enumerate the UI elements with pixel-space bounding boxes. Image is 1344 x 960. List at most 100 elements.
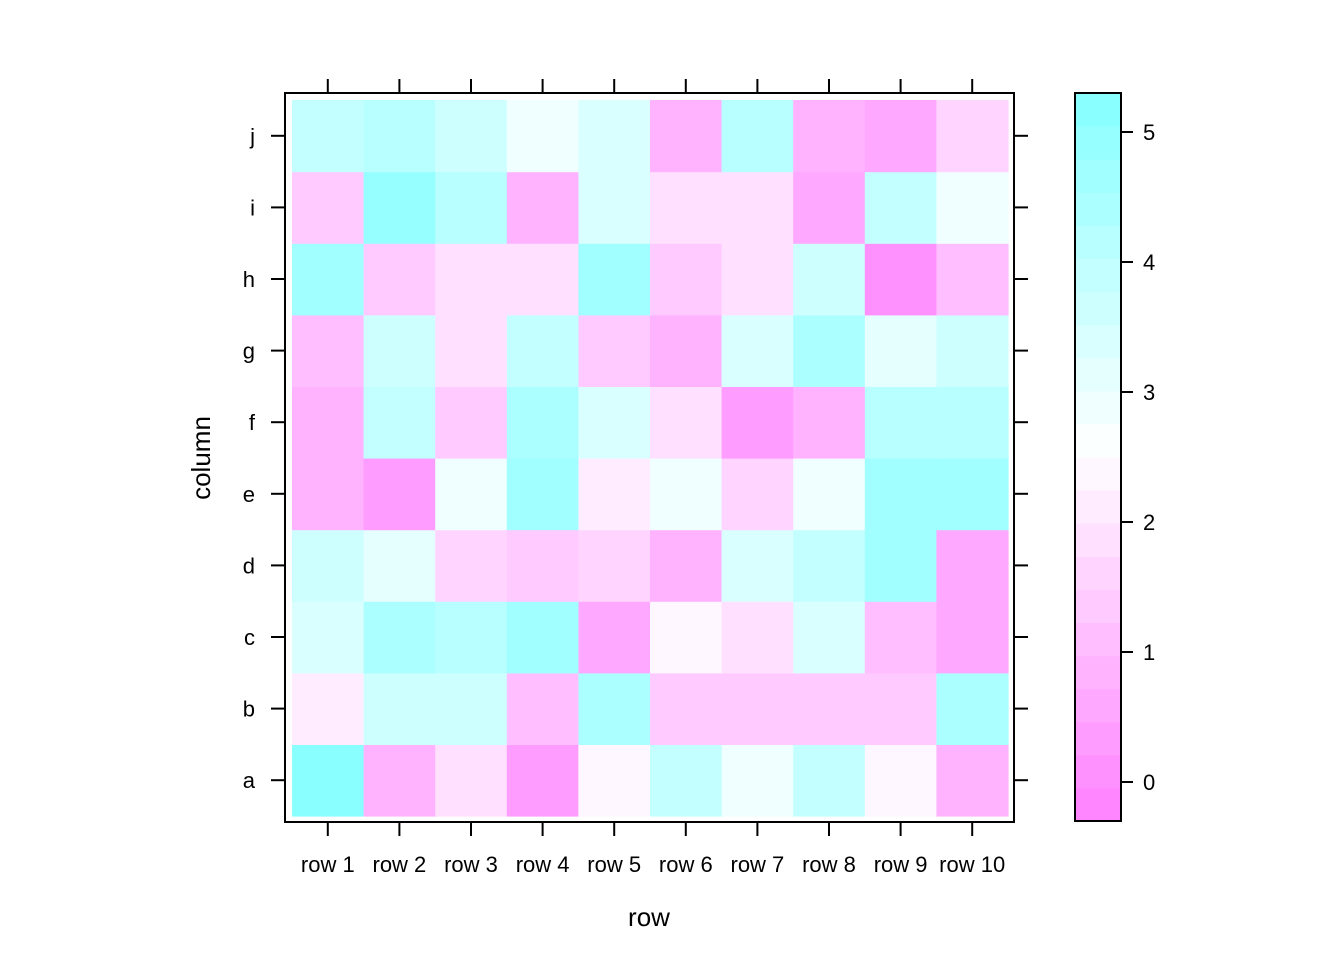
colorbar-bin: [1075, 291, 1121, 326]
heatmap-cell-g-9: [864, 314, 937, 387]
heatmap-cell-c-2: [363, 601, 436, 674]
plot-panel-border: [284, 92, 1015, 823]
heatmap-cell-c-8: [793, 601, 866, 674]
x-tick-label: row 1: [301, 852, 355, 877]
colorbar-bin: [1075, 754, 1121, 789]
heatmap-cell-h-7: [721, 243, 794, 316]
heatmap-cell-g-2: [363, 314, 436, 387]
heatmap-cell-g-5: [578, 314, 651, 387]
colorbar-bin: [1075, 423, 1121, 458]
heatmap-cell-b-5: [578, 672, 651, 745]
heatmap-cell-d-8: [793, 529, 866, 602]
heatmap-cell-j-8: [793, 100, 866, 173]
colorbar-bin: [1075, 159, 1121, 193]
heatmap-cell-d-3: [435, 529, 508, 602]
y-tick-label: b: [243, 697, 255, 722]
y-tick-label: d: [243, 553, 255, 578]
heatmap-cell-a-9: [864, 744, 937, 817]
y-tick-label: g: [243, 339, 255, 364]
y-tick-label: c: [244, 625, 255, 650]
heatmap-cell-j-2: [363, 100, 436, 173]
heatmap-cell-f-7: [721, 386, 794, 459]
heatmap-cell-d-10: [936, 529, 1009, 602]
heatmap-cell-j-5: [578, 100, 651, 173]
heatmap-cell-j-3: [435, 100, 508, 173]
heatmap-cell-j-7: [721, 100, 794, 173]
colorbar-bin: [1075, 324, 1121, 359]
y-tick-label: e: [243, 482, 255, 507]
heatmap-cell-i-8: [793, 171, 866, 244]
x-tick-label: row 5: [587, 852, 641, 877]
colorbar-bin: [1075, 622, 1121, 657]
x-tick-label: row 3: [444, 852, 498, 877]
heatmap-cell-c-5: [578, 601, 651, 674]
colorbar-tick-label: 3: [1143, 380, 1155, 405]
x-tick-label: row 7: [731, 852, 785, 877]
heatmap-cell-h-5: [578, 243, 651, 316]
heatmap-cell-h-8: [793, 243, 866, 316]
heatmap-cell-a-3: [435, 744, 508, 817]
colorbar-border: [1074, 92, 1122, 822]
heatmap-cell-i-4: [506, 171, 579, 244]
colorbar-bin: [1075, 390, 1121, 425]
heatmap-cell-h-6: [650, 243, 723, 316]
x-axis-label: row: [628, 902, 670, 932]
heatmap-cell-f-8: [793, 386, 866, 459]
colorbar-bin: [1075, 721, 1121, 756]
y-axis-label: column: [186, 416, 216, 500]
heatmap-cell-b-6: [650, 672, 723, 745]
heatmap-cell-j-6: [650, 100, 723, 173]
colorbar-bin: [1075, 556, 1121, 590]
heatmap-cell-c-10: [936, 601, 1009, 674]
heatmap-cell-d-2: [363, 529, 436, 602]
colorbar-bin: [1075, 126, 1121, 160]
heatmap-cell-h-9: [864, 243, 937, 316]
heatmap-cell-e-4: [506, 458, 579, 531]
heatmap-cell-i-1: [292, 171, 365, 244]
heatmap-cell-c-3: [435, 601, 508, 674]
heatmap-cell-g-6: [650, 314, 723, 387]
colorbar-bin: [1075, 655, 1121, 690]
heatmap-cell-i-2: [363, 171, 436, 244]
heatmap-cell-h-4: [506, 243, 579, 316]
colorbar-bin: [1075, 225, 1121, 259]
heatmap-cell-c-4: [506, 601, 579, 674]
heatmap-cell-h-10: [936, 243, 1009, 316]
heatmap-cell-b-2: [363, 672, 436, 745]
heatmap-cell-i-3: [435, 171, 508, 244]
heatmap-cell-f-5: [578, 386, 651, 459]
heatmap-cell-d-9: [864, 529, 937, 602]
heatmap-cell-d-7: [721, 529, 794, 602]
colorbar-tick-label: 2: [1143, 510, 1155, 535]
y-tick-label: f: [249, 410, 256, 435]
y-tick-label: a: [243, 768, 256, 793]
heatmap-cell-h-1: [292, 243, 365, 316]
heatmap-cell-f-4: [506, 386, 579, 459]
heatmap-cell-e-10: [936, 458, 1009, 531]
heatmap-cell-c-7: [721, 601, 794, 674]
heatmap-cell-e-5: [578, 458, 651, 531]
heatmap-cell-i-9: [864, 171, 937, 244]
heatmap-cell-d-6: [650, 529, 723, 602]
heatmap-cell-j-9: [864, 100, 937, 173]
axes: row 1 row 2 row 3 row 4 row 5 row 6 row 7 row 8…: [243, 79, 1028, 877]
colorbar-bin: [1075, 490, 1121, 524]
heatmap-cell-f-9: [864, 386, 937, 459]
heatmap-cell-h-3: [435, 243, 508, 316]
heatmap-cell-i-10: [936, 171, 1009, 244]
heatmap-cell-c-9: [864, 601, 937, 674]
y-tick-label: i: [250, 195, 255, 220]
heatmap-cell-b-9: [864, 672, 937, 745]
colorbar-tick-label: 0: [1143, 770, 1155, 795]
colorbar-tick-label: 1: [1143, 640, 1155, 665]
heatmap-cell-e-3: [435, 458, 508, 531]
colorbar-bin: [1075, 787, 1121, 822]
colorbar-bin: [1075, 523, 1121, 557]
colorbar-tick-label: 4: [1143, 250, 1155, 275]
colorbar-bin: [1075, 192, 1121, 226]
colorbar-bin: [1075, 357, 1121, 392]
x-tick-label: row 4: [516, 852, 570, 877]
heatmap-cell-e-6: [650, 458, 723, 531]
heatmap-cell-j-4: [506, 100, 579, 173]
